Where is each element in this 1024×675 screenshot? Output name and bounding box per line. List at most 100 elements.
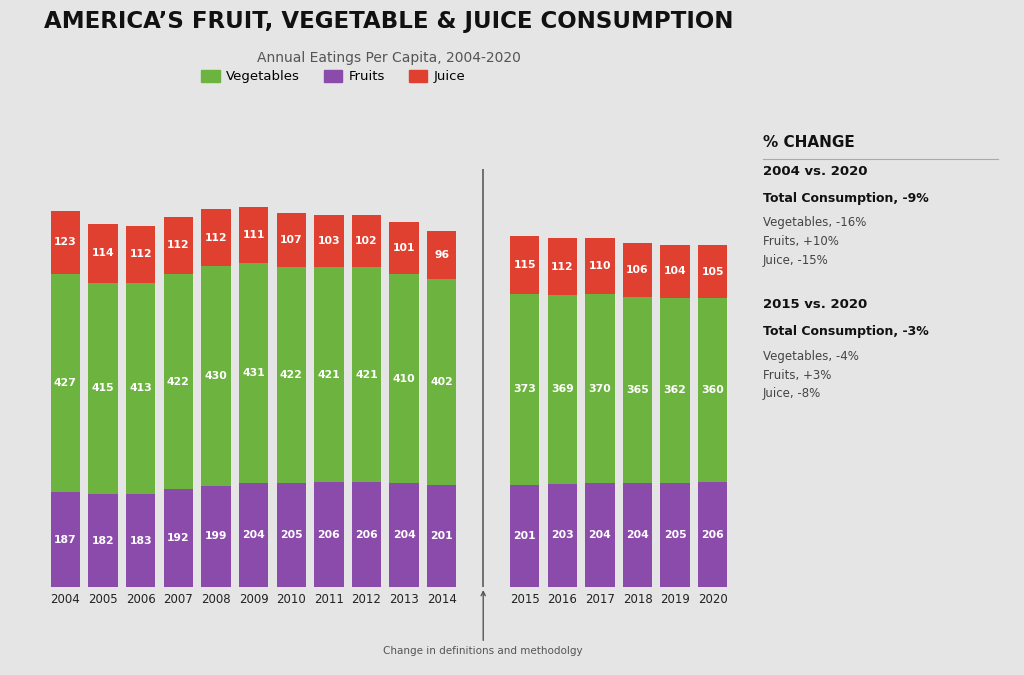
Text: AMERICA’S FRUIT, VEGETABLE & JUICE CONSUMPTION: AMERICA’S FRUIT, VEGETABLE & JUICE CONSU… — [44, 10, 734, 33]
Bar — [698, 298, 727, 482]
Text: 110: 110 — [589, 261, 611, 271]
Bar — [389, 274, 419, 483]
Bar — [623, 297, 652, 483]
Text: 102: 102 — [355, 236, 378, 246]
Bar — [239, 207, 268, 263]
Text: 182: 182 — [92, 536, 115, 546]
Text: 360: 360 — [701, 385, 724, 396]
Text: 206: 206 — [355, 530, 378, 540]
Bar — [427, 230, 457, 279]
Text: 123: 123 — [54, 238, 77, 248]
Bar — [314, 215, 344, 267]
Text: Total Consumption, -3%: Total Consumption, -3% — [763, 325, 929, 338]
Bar — [660, 483, 690, 587]
Bar — [389, 483, 419, 587]
Bar — [698, 482, 727, 587]
Text: 421: 421 — [317, 370, 340, 379]
Text: Total Consumption, -9%: Total Consumption, -9% — [763, 192, 929, 205]
Bar — [276, 213, 306, 267]
Text: 201: 201 — [430, 531, 454, 541]
Bar — [164, 489, 193, 587]
Text: 115: 115 — [513, 260, 536, 270]
Bar — [239, 483, 268, 587]
Bar — [660, 245, 690, 298]
Text: 410: 410 — [393, 373, 416, 383]
Bar — [164, 274, 193, 489]
Text: 112: 112 — [205, 233, 227, 242]
Text: 365: 365 — [626, 385, 649, 395]
Text: 369: 369 — [551, 385, 573, 394]
Bar — [314, 482, 344, 587]
Bar — [698, 245, 727, 298]
Text: Fruits, +3%: Fruits, +3% — [763, 369, 831, 381]
Text: 422: 422 — [280, 370, 303, 380]
Bar — [202, 486, 230, 587]
Bar — [88, 224, 118, 283]
Text: 413: 413 — [129, 383, 153, 394]
Text: Juice, -8%: Juice, -8% — [763, 387, 821, 400]
Bar — [548, 296, 577, 484]
Bar — [510, 485, 540, 587]
Text: 111: 111 — [243, 230, 265, 240]
Bar — [510, 236, 540, 294]
Text: % CHANGE: % CHANGE — [763, 135, 855, 150]
Bar — [164, 217, 193, 274]
Text: 431: 431 — [243, 368, 265, 378]
Bar — [389, 222, 419, 274]
Text: 427: 427 — [54, 378, 77, 388]
Text: Annual Eatings Per Capita, 2004-2020: Annual Eatings Per Capita, 2004-2020 — [257, 51, 521, 65]
Text: Fruits, +10%: Fruits, +10% — [763, 235, 839, 248]
Text: Juice, -15%: Juice, -15% — [763, 254, 828, 267]
Bar — [239, 263, 268, 483]
Bar — [427, 485, 457, 587]
Bar — [623, 483, 652, 587]
Text: 112: 112 — [129, 250, 152, 259]
Text: 422: 422 — [167, 377, 189, 387]
Text: Vegetables, -4%: Vegetables, -4% — [763, 350, 859, 362]
Text: 199: 199 — [205, 531, 227, 541]
Text: 204: 204 — [589, 530, 611, 540]
Text: 2004 vs. 2020: 2004 vs. 2020 — [763, 165, 867, 178]
Text: 183: 183 — [129, 535, 152, 545]
Bar — [352, 267, 381, 482]
Text: 204: 204 — [243, 530, 265, 540]
Bar — [88, 283, 118, 494]
Text: 101: 101 — [393, 243, 416, 253]
Bar — [352, 482, 381, 587]
Text: 205: 205 — [280, 530, 302, 540]
Text: 430: 430 — [205, 371, 227, 381]
Text: 105: 105 — [701, 267, 724, 277]
Text: 203: 203 — [551, 531, 573, 541]
Text: 2015 vs. 2020: 2015 vs. 2020 — [763, 298, 867, 311]
Text: 201: 201 — [513, 531, 536, 541]
Bar — [126, 494, 156, 587]
Text: 415: 415 — [92, 383, 115, 394]
Text: 112: 112 — [551, 262, 573, 272]
Bar — [660, 298, 690, 483]
Text: 205: 205 — [664, 530, 686, 540]
Bar — [548, 484, 577, 587]
Bar — [510, 294, 540, 485]
Bar — [51, 274, 80, 492]
Text: 370: 370 — [589, 383, 611, 394]
Text: 114: 114 — [92, 248, 115, 259]
Text: Vegetables, -16%: Vegetables, -16% — [763, 216, 866, 229]
Text: 204: 204 — [626, 530, 649, 540]
Text: 112: 112 — [167, 240, 189, 250]
Bar — [352, 215, 381, 267]
Text: 107: 107 — [280, 235, 302, 245]
Bar — [548, 238, 577, 296]
Bar — [586, 483, 614, 587]
Bar — [126, 226, 156, 283]
Text: 206: 206 — [701, 530, 724, 540]
Text: 187: 187 — [54, 535, 77, 545]
Text: 402: 402 — [430, 377, 454, 387]
Text: 104: 104 — [664, 267, 686, 276]
Text: 421: 421 — [355, 370, 378, 379]
Bar — [51, 492, 80, 587]
Text: 192: 192 — [167, 533, 189, 543]
Bar — [126, 283, 156, 494]
Text: 362: 362 — [664, 385, 687, 396]
Bar — [51, 211, 80, 274]
Bar — [202, 266, 230, 486]
